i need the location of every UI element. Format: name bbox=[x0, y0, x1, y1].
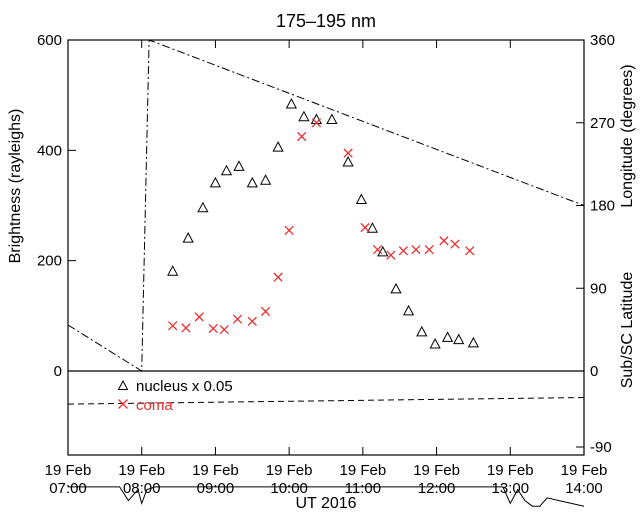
nucleus-point bbox=[355, 193, 368, 204]
latitude-dashed-line bbox=[67, 397, 585, 405]
y-axis-right-upper-title: Longitude (degrees) bbox=[619, 64, 636, 207]
coma-point bbox=[398, 246, 409, 256]
nucleus-point bbox=[441, 331, 454, 342]
nucleus-point bbox=[326, 113, 338, 124]
coma-point bbox=[311, 118, 322, 128]
right-tick-label: 180 bbox=[590, 198, 615, 215]
x-tick-label-time: 12:00 bbox=[418, 480, 456, 497]
nucleus-point bbox=[220, 164, 233, 176]
coma-point bbox=[411, 244, 421, 255]
longitude-curve bbox=[67, 39, 585, 372]
x-tick-label-date: 19 Feb bbox=[487, 462, 534, 479]
nucleus-point bbox=[366, 222, 379, 233]
x-tick-label-time: 07:00 bbox=[49, 480, 87, 497]
x-tick-label-time: 11:00 bbox=[345, 480, 381, 497]
coma-point bbox=[181, 323, 191, 333]
legend-label-nucleus: nucleus x 0.05 bbox=[136, 378, 233, 395]
nucleus-point bbox=[285, 97, 298, 109]
nucleus-point bbox=[246, 176, 258, 188]
nucleus-point bbox=[259, 174, 272, 185]
coma-point bbox=[465, 246, 475, 256]
latitude-solid-line bbox=[68, 486, 585, 507]
x-tick-label-time: 08:00 bbox=[123, 480, 161, 497]
coma-point bbox=[232, 314, 243, 324]
chart-title: 175–195 nm bbox=[276, 11, 376, 31]
coma-point bbox=[360, 222, 370, 233]
x-tick-label-date: 19 Feb bbox=[118, 462, 165, 479]
nucleus-point bbox=[402, 304, 415, 316]
nucleus-point bbox=[429, 337, 441, 349]
right-axis-ticks: 360 270 180 90 0 -90 bbox=[576, 32, 615, 456]
coma-point bbox=[297, 131, 307, 142]
coma-point bbox=[450, 239, 460, 249]
x-tick-label-date: 19 Feb bbox=[266, 462, 313, 479]
coma-point bbox=[260, 306, 271, 317]
coma-point bbox=[194, 312, 204, 322]
legend-x-marker bbox=[118, 399, 128, 409]
x-tick-label-time: 13:00 bbox=[492, 480, 530, 497]
legend: nucleus x 0.05 coma bbox=[117, 378, 233, 414]
legend-item-coma: coma bbox=[118, 397, 173, 414]
geometry-curves bbox=[67, 39, 585, 507]
x-tick-label-date: 19 Feb bbox=[45, 462, 92, 479]
x-tick-label-time: 14:00 bbox=[565, 480, 603, 497]
data-markers bbox=[167, 97, 480, 349]
coma-point bbox=[219, 324, 229, 335]
nucleus-point bbox=[453, 333, 465, 345]
left-tick-label: 0 bbox=[54, 363, 62, 380]
right-tick-label: 270 bbox=[590, 115, 615, 132]
left-tick-label: 400 bbox=[37, 142, 62, 159]
nucleus-point bbox=[272, 141, 284, 152]
coma-point bbox=[284, 225, 294, 235]
coma-point bbox=[424, 244, 434, 255]
nucleus-point bbox=[416, 325, 428, 337]
nucleus-point bbox=[390, 282, 402, 294]
left-tick-label: 600 bbox=[37, 32, 62, 49]
x-tick-label-date: 19 Feb bbox=[192, 462, 239, 479]
y-axis-right-lower-title: Sub/SC Latitude bbox=[619, 272, 636, 389]
x-tick-label-date: 19 Feb bbox=[561, 462, 608, 479]
x-axis-title: UT 2016 bbox=[295, 495, 356, 512]
nucleus-point bbox=[298, 110, 310, 122]
x-tick-label-time: 09:00 bbox=[197, 480, 235, 497]
coma-point bbox=[343, 148, 353, 158]
coma-point bbox=[208, 323, 218, 334]
x-tick-label-time: 10:00 bbox=[270, 480, 308, 497]
coma-point bbox=[273, 272, 283, 282]
coma-point bbox=[247, 316, 257, 327]
coma-point bbox=[386, 250, 396, 260]
legend-label-coma: coma bbox=[136, 397, 173, 414]
nucleus-point bbox=[233, 160, 245, 171]
nucleus-point bbox=[197, 201, 209, 213]
legend-triangle-marker bbox=[117, 379, 129, 390]
nucleus-point bbox=[182, 232, 194, 243]
nucleus-point bbox=[167, 265, 179, 276]
y-axis-left-title: Brightness (rayleighs) bbox=[7, 109, 24, 264]
right-tick-label-latitude: -90 bbox=[590, 439, 612, 456]
legend-item-nucleus: nucleus x 0.05 bbox=[117, 378, 233, 395]
coma-point bbox=[168, 321, 178, 331]
nucleus-point bbox=[467, 336, 480, 348]
x-tick-label-date: 19 Feb bbox=[413, 462, 460, 479]
left-tick-label: 200 bbox=[37, 253, 62, 270]
coma-point bbox=[372, 244, 383, 255]
nucleus-point bbox=[377, 245, 389, 257]
right-tick-label: 360 bbox=[590, 32, 615, 49]
nucleus-point bbox=[342, 155, 354, 167]
right-tick-label: 90 bbox=[590, 280, 607, 297]
x-tick-label-date: 19 Feb bbox=[340, 462, 387, 479]
left-axis-ticks: 600 400 200 0 bbox=[37, 32, 76, 380]
right-tick-label: 0 bbox=[590, 363, 598, 380]
nucleus-point bbox=[209, 176, 222, 188]
coma-point bbox=[439, 236, 449, 246]
plot-frame bbox=[67, 39, 585, 456]
